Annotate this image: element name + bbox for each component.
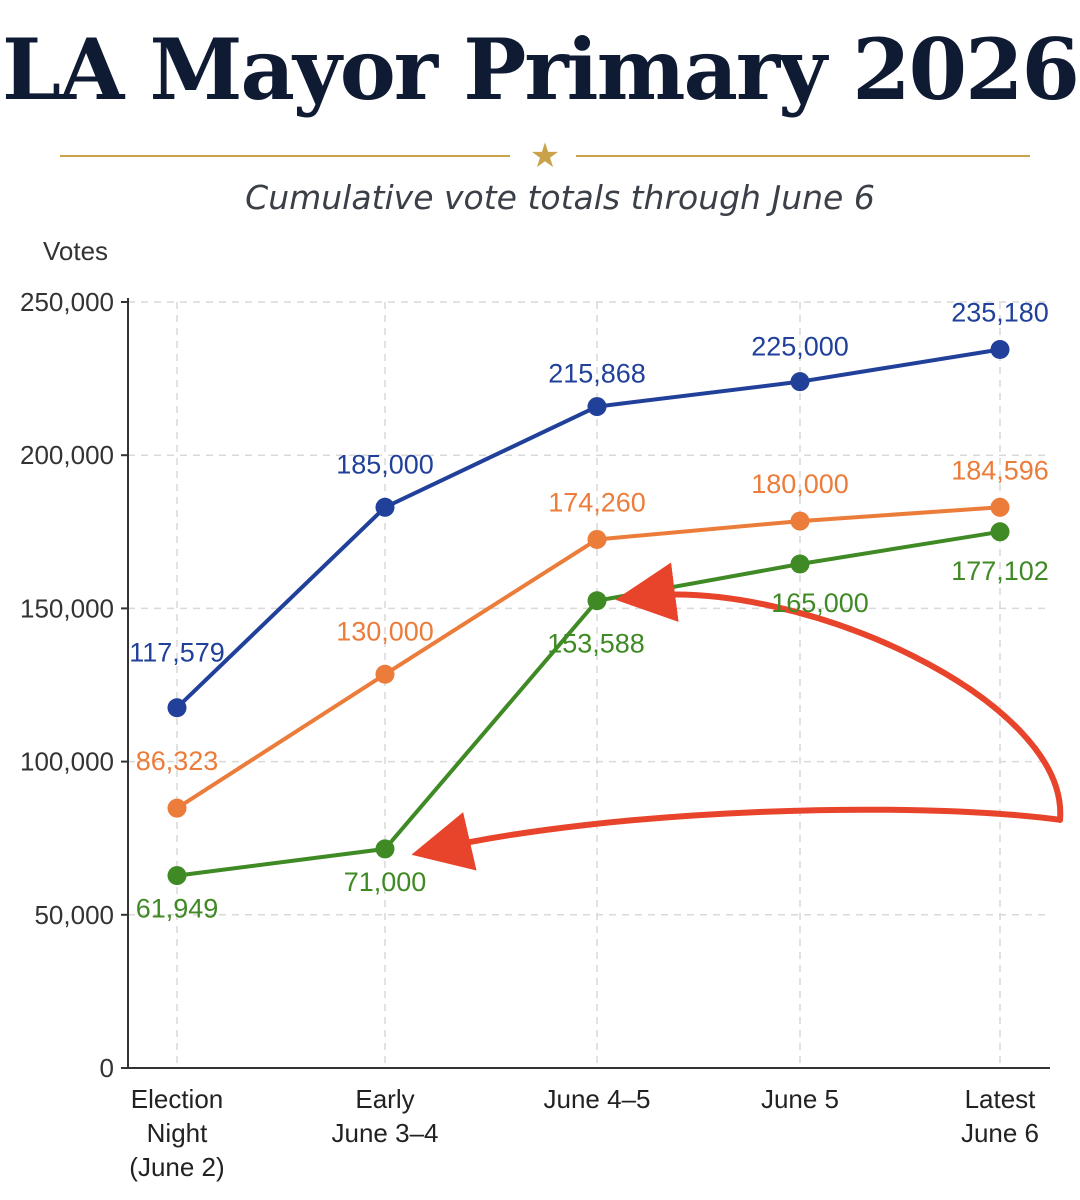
data-point [375, 839, 395, 859]
data-label: 174,260 [548, 487, 646, 517]
data-point [587, 591, 607, 611]
data-label: 117,579 [129, 638, 225, 668]
annotation-arrow [615, 562, 1064, 823]
data-point [167, 698, 187, 718]
data-label: 180,000 [751, 469, 849, 499]
title-rule-right [576, 155, 1030, 157]
y-tick-label: 200,000 [20, 440, 114, 470]
x-tick-label: June 4–5 [544, 1084, 651, 1114]
data-point [790, 511, 810, 531]
data-label: 165,000 [771, 588, 869, 618]
data-point [167, 798, 187, 818]
y-tick-label: 50,000 [34, 900, 114, 930]
chart-title: LA Mayor Primary 2026 [2, 20, 1080, 119]
y-axis-label: Votes [43, 236, 109, 266]
data-point [990, 339, 1010, 359]
data-point [990, 497, 1010, 517]
data-point [790, 372, 810, 392]
data-label: 61,949 [136, 894, 219, 924]
star-icon: ★ [529, 136, 561, 176]
y-tick-label: 150,000 [20, 593, 114, 623]
axes: 0 50,000 100,000 150,000 200,000 250,000 Elect… [20, 287, 1050, 1182]
series-lines [175, 347, 1001, 878]
data-points [167, 339, 1010, 886]
data-point [990, 522, 1010, 542]
title-rule-left [60, 155, 510, 157]
x-tick-label: June 5 [761, 1084, 839, 1114]
data-point [375, 497, 395, 517]
chart-subtitle: Cumulative vote totals through June 6 [245, 178, 875, 217]
y-tick-label: 0 [100, 1053, 114, 1083]
x-tick-label: Early June 3–4 [332, 1084, 439, 1148]
data-point [790, 554, 810, 574]
data-label: 215,868 [548, 359, 646, 389]
data-point [587, 529, 607, 549]
data-label: 71,000 [344, 867, 427, 897]
data-label: 153,588 [547, 629, 645, 659]
y-tick-label: 250,000 [20, 287, 114, 317]
x-tick-label: Election Night (June 2) [129, 1084, 224, 1182]
data-point [375, 664, 395, 684]
data-label: 177,102 [951, 556, 1049, 586]
data-point [167, 866, 187, 886]
data-label: 184,596 [951, 455, 1049, 485]
data-labels: 117,579 185,000 215,868 225,000 235,180 86,32… [129, 297, 1049, 923]
data-label: 225,000 [751, 332, 849, 362]
annotations [411, 562, 1064, 871]
data-point [587, 397, 607, 417]
data-label: 185,000 [336, 449, 434, 479]
grid-lines [128, 301, 1050, 1068]
y-tick-label: 100,000 [20, 747, 114, 777]
x-tick-label: Latest June 6 [961, 1084, 1039, 1148]
annotation-arrow [411, 806, 1063, 871]
data-label: 235,180 [951, 297, 1049, 327]
data-label: 86,323 [136, 746, 219, 776]
data-label: 130,000 [336, 616, 434, 646]
